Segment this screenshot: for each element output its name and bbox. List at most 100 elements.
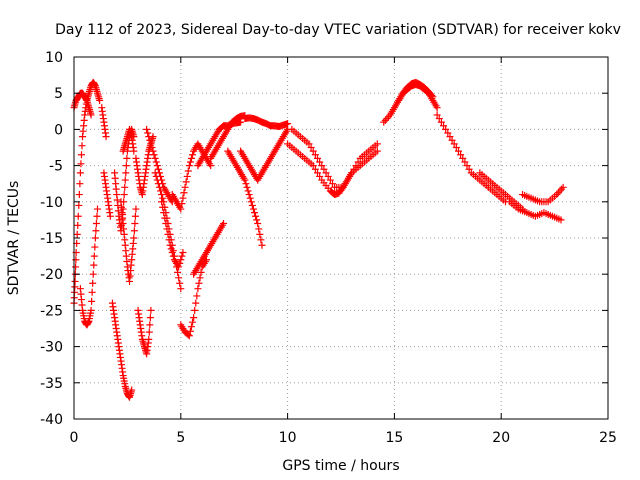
data-point [76,180,84,188]
y-tick-label: -10 [40,195,63,211]
data-point [122,162,130,170]
data-point [258,241,266,249]
data-point [309,162,317,170]
data-point [192,299,200,307]
data-point [428,92,436,100]
data-point [130,227,138,235]
series-arc-mid-4 [143,125,176,206]
data-point [257,236,265,244]
data-point [91,234,99,242]
data-point [120,191,128,199]
y-tick-label: 10 [45,50,63,66]
data-point [184,331,192,339]
data-point [452,144,460,151]
data-point [159,203,167,211]
data-point [348,169,356,177]
data-point [93,212,101,220]
series-arc-v-3 [119,125,138,155]
data-point [76,169,84,177]
data-points [70,78,567,401]
data-point [373,147,381,155]
data-point [320,165,328,173]
data-point [78,142,86,150]
data-point [186,327,194,335]
axis-ticks: 0 5 10 15 20 25 -40 -35 -30 -25 -20 -15 -10 -5 0 5 10 [40,50,617,446]
data-point [167,245,175,253]
data-point [121,183,129,191]
data-point [195,279,203,287]
data-point [433,111,441,119]
data-point [90,261,98,269]
data-point [165,236,173,244]
data-point [429,93,437,101]
data-point [162,220,170,228]
x-tick-label: 15 [385,430,403,446]
data-point [339,183,347,191]
series-arc-mid-5 [151,169,185,293]
data-point [316,158,324,166]
data-point [249,205,257,213]
y-tick-label: 5 [54,86,63,102]
data-point [87,111,95,119]
data-point [160,209,168,217]
x-tick-label: 0 [70,430,79,446]
data-point [435,115,443,123]
data-point [152,172,160,180]
data-point [175,263,183,271]
data-point [181,183,189,191]
data-point [169,252,177,260]
data-point [448,136,456,144]
data-point [256,230,264,238]
data-point [185,162,193,170]
data-point [191,306,199,314]
data-point [465,165,473,173]
data-point [245,191,253,199]
x-axis-label: GPS time / hours [282,458,399,474]
data-point [102,133,110,141]
data-point [305,140,313,148]
series-arc-mid-3 [132,133,157,199]
y-tick-label: -5 [49,159,63,175]
data-point [151,169,159,177]
data-point [71,277,79,285]
data-point [457,151,465,159]
data-point [177,256,185,264]
data-point [246,194,254,202]
data-point [254,220,262,228]
data-point [207,162,215,170]
data-point [88,297,96,305]
data-point [179,194,187,202]
data-point [307,144,315,151]
data-point [241,176,249,184]
data-point [130,234,138,242]
data-point [316,172,324,180]
y-tick-label: 0 [54,122,63,138]
data-point [446,133,454,141]
data-point [242,180,250,188]
data-point [444,129,452,137]
data-point [152,158,160,166]
data-point [146,321,154,329]
data-point [153,162,161,170]
data-point [176,259,184,267]
data-point [92,220,100,228]
data-point [143,125,151,133]
data-point [554,189,562,197]
data-point [176,279,184,287]
series-arc-trough-2 [288,125,381,191]
data-point [250,209,258,217]
y-tick-label: -40 [40,412,63,428]
data-point [178,252,186,260]
data-point [314,154,322,162]
data-point [450,140,458,148]
data-point [187,154,195,162]
data-point [178,200,186,208]
data-point [350,165,358,173]
grid [74,57,608,419]
data-point [145,328,153,336]
series-arc-low-2 [177,256,210,340]
data-point [159,194,167,202]
data-point [174,268,182,276]
data-point [454,147,462,155]
data-point [147,140,155,148]
